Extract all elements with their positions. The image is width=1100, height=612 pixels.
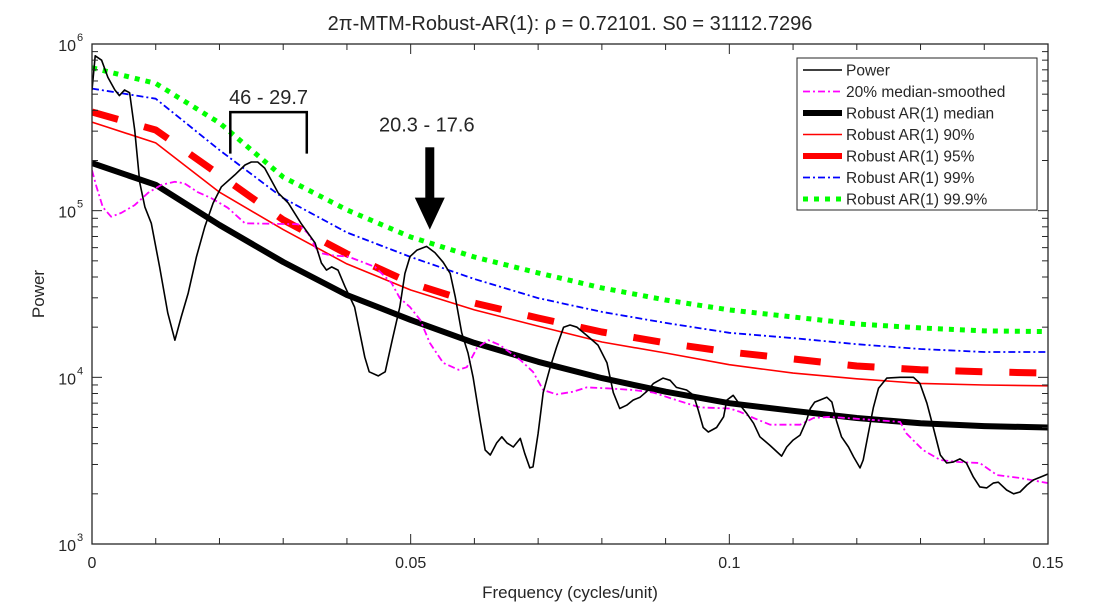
legend-label: Robust AR(1) median xyxy=(846,106,994,123)
period-bracket xyxy=(229,110,309,154)
legend-entry: Robust AR(1) 99.9% xyxy=(803,192,988,209)
legend-entry: Robust AR(1) median xyxy=(803,106,994,123)
series-group xyxy=(92,54,1048,495)
axes-box xyxy=(91,43,1049,545)
x-tick-label: 0 xyxy=(88,555,97,572)
arrow-head-icon xyxy=(414,197,445,230)
series-line-robust-ar-1-99- xyxy=(92,87,1048,353)
y-tick-base: 10 xyxy=(58,38,76,55)
legend-entry: Robust AR(1) 99% xyxy=(803,170,975,187)
series-line-robust-ar-1-90- xyxy=(92,121,1048,387)
y-axis-label: Power xyxy=(29,270,48,319)
x-axis-label: Frequency (cycles/unit) xyxy=(482,583,658,602)
y-tick-label: 10 5 xyxy=(58,199,83,222)
legend-label: 20% median-smoothed xyxy=(846,84,1005,101)
chart-title: 2π-MTM-Robust-AR(1): ρ = 0.72101. S0 = 3… xyxy=(328,13,813,35)
legend-label: Robust AR(1) 95% xyxy=(846,149,975,166)
y-tick-base: 10 xyxy=(58,371,76,388)
series-line-20-median-smoothed xyxy=(92,169,1048,484)
y-tick-label: 10 6 xyxy=(58,32,83,55)
y-tick-base: 10 xyxy=(58,205,76,222)
y-tick-base: 10 xyxy=(58,538,76,555)
y-tick-exponent: 6 xyxy=(77,32,83,44)
legend: Power 20% median-smoothed Robust AR(1) med… xyxy=(796,57,1038,211)
x-tick-label: 0.05 xyxy=(395,555,426,572)
legend-label: Robust AR(1) 90% xyxy=(846,127,975,144)
legend-entry: 20% median-smoothed xyxy=(803,84,1005,101)
y-tick-label: 10 3 xyxy=(58,532,83,555)
y-tick-exponent: 5 xyxy=(77,199,83,211)
legend-label: Robust AR(1) 99% xyxy=(846,170,975,187)
arrow-label: 20.3 - 17.6 xyxy=(379,114,475,136)
legend-label: Power xyxy=(846,63,890,80)
arrow-shaft xyxy=(425,147,435,200)
y-tick-exponent: 4 xyxy=(77,365,83,377)
x-tick-label: 0.15 xyxy=(1032,555,1063,572)
series-line-power xyxy=(92,54,1048,495)
legend-label: Robust AR(1) 99.9% xyxy=(846,192,988,209)
legend-entry: Power xyxy=(803,63,890,80)
series-line-robust-ar-1-95- xyxy=(92,108,1048,377)
bracket-label: 46 - 29.7 xyxy=(229,87,308,109)
y-tick-exponent: 3 xyxy=(77,532,83,544)
x-tick-label: 0.1 xyxy=(718,555,740,572)
series-line-robust-ar-1-99-9- xyxy=(92,65,1048,335)
legend-entry: Robust AR(1) 95% xyxy=(803,149,975,166)
legend-entry: Robust AR(1) 90% xyxy=(803,127,975,144)
y-tick-label: 10 4 xyxy=(58,365,83,388)
